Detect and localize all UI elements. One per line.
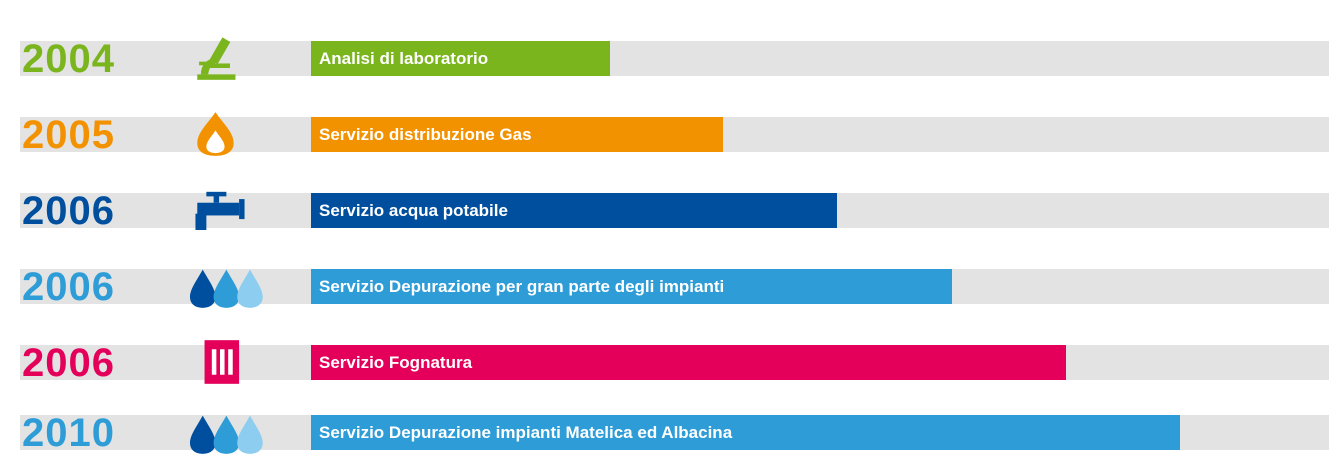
year: 2006 <box>22 265 115 309</box>
timeline-row: 2004 Analisi di laboratorio <box>20 37 1329 81</box>
service-label: Servizio acqua potabile <box>311 193 837 228</box>
year: 2006 <box>22 189 115 233</box>
year: 2010 <box>22 411 115 455</box>
service-label: Servizio Fognatura <box>311 345 1066 380</box>
timeline-row: 2006 Servizio Fognatura <box>20 340 1329 385</box>
service-label: Servizio distribuzione Gas <box>311 117 723 152</box>
timeline-row: 2006 Servizio Depurazione per gran parte … <box>20 265 1329 309</box>
service-label: Servizio Depurazione per gran parte degl… <box>311 269 952 304</box>
service-icon <box>204 340 240 384</box>
year: 2004 <box>22 37 115 81</box>
timeline-row: 2005 Servizio distribuzione Gas <box>20 112 1329 157</box>
service-label: Analisi di laboratorio <box>311 41 610 76</box>
service-label: Servizio Depurazione impianti Matelica e… <box>311 415 1180 450</box>
timeline-row: 2010 Servizio Depurazione impianti Mateli… <box>20 411 1329 455</box>
service-icon <box>197 112 234 156</box>
service-icon <box>190 415 263 454</box>
service-icon <box>197 37 236 80</box>
year: 2006 <box>22 341 115 385</box>
service-icon <box>195 191 245 230</box>
service-icon <box>190 269 263 308</box>
year: 2005 <box>22 113 115 157</box>
timeline-row: 2006 Servizio acqua potabile <box>20 189 1329 233</box>
